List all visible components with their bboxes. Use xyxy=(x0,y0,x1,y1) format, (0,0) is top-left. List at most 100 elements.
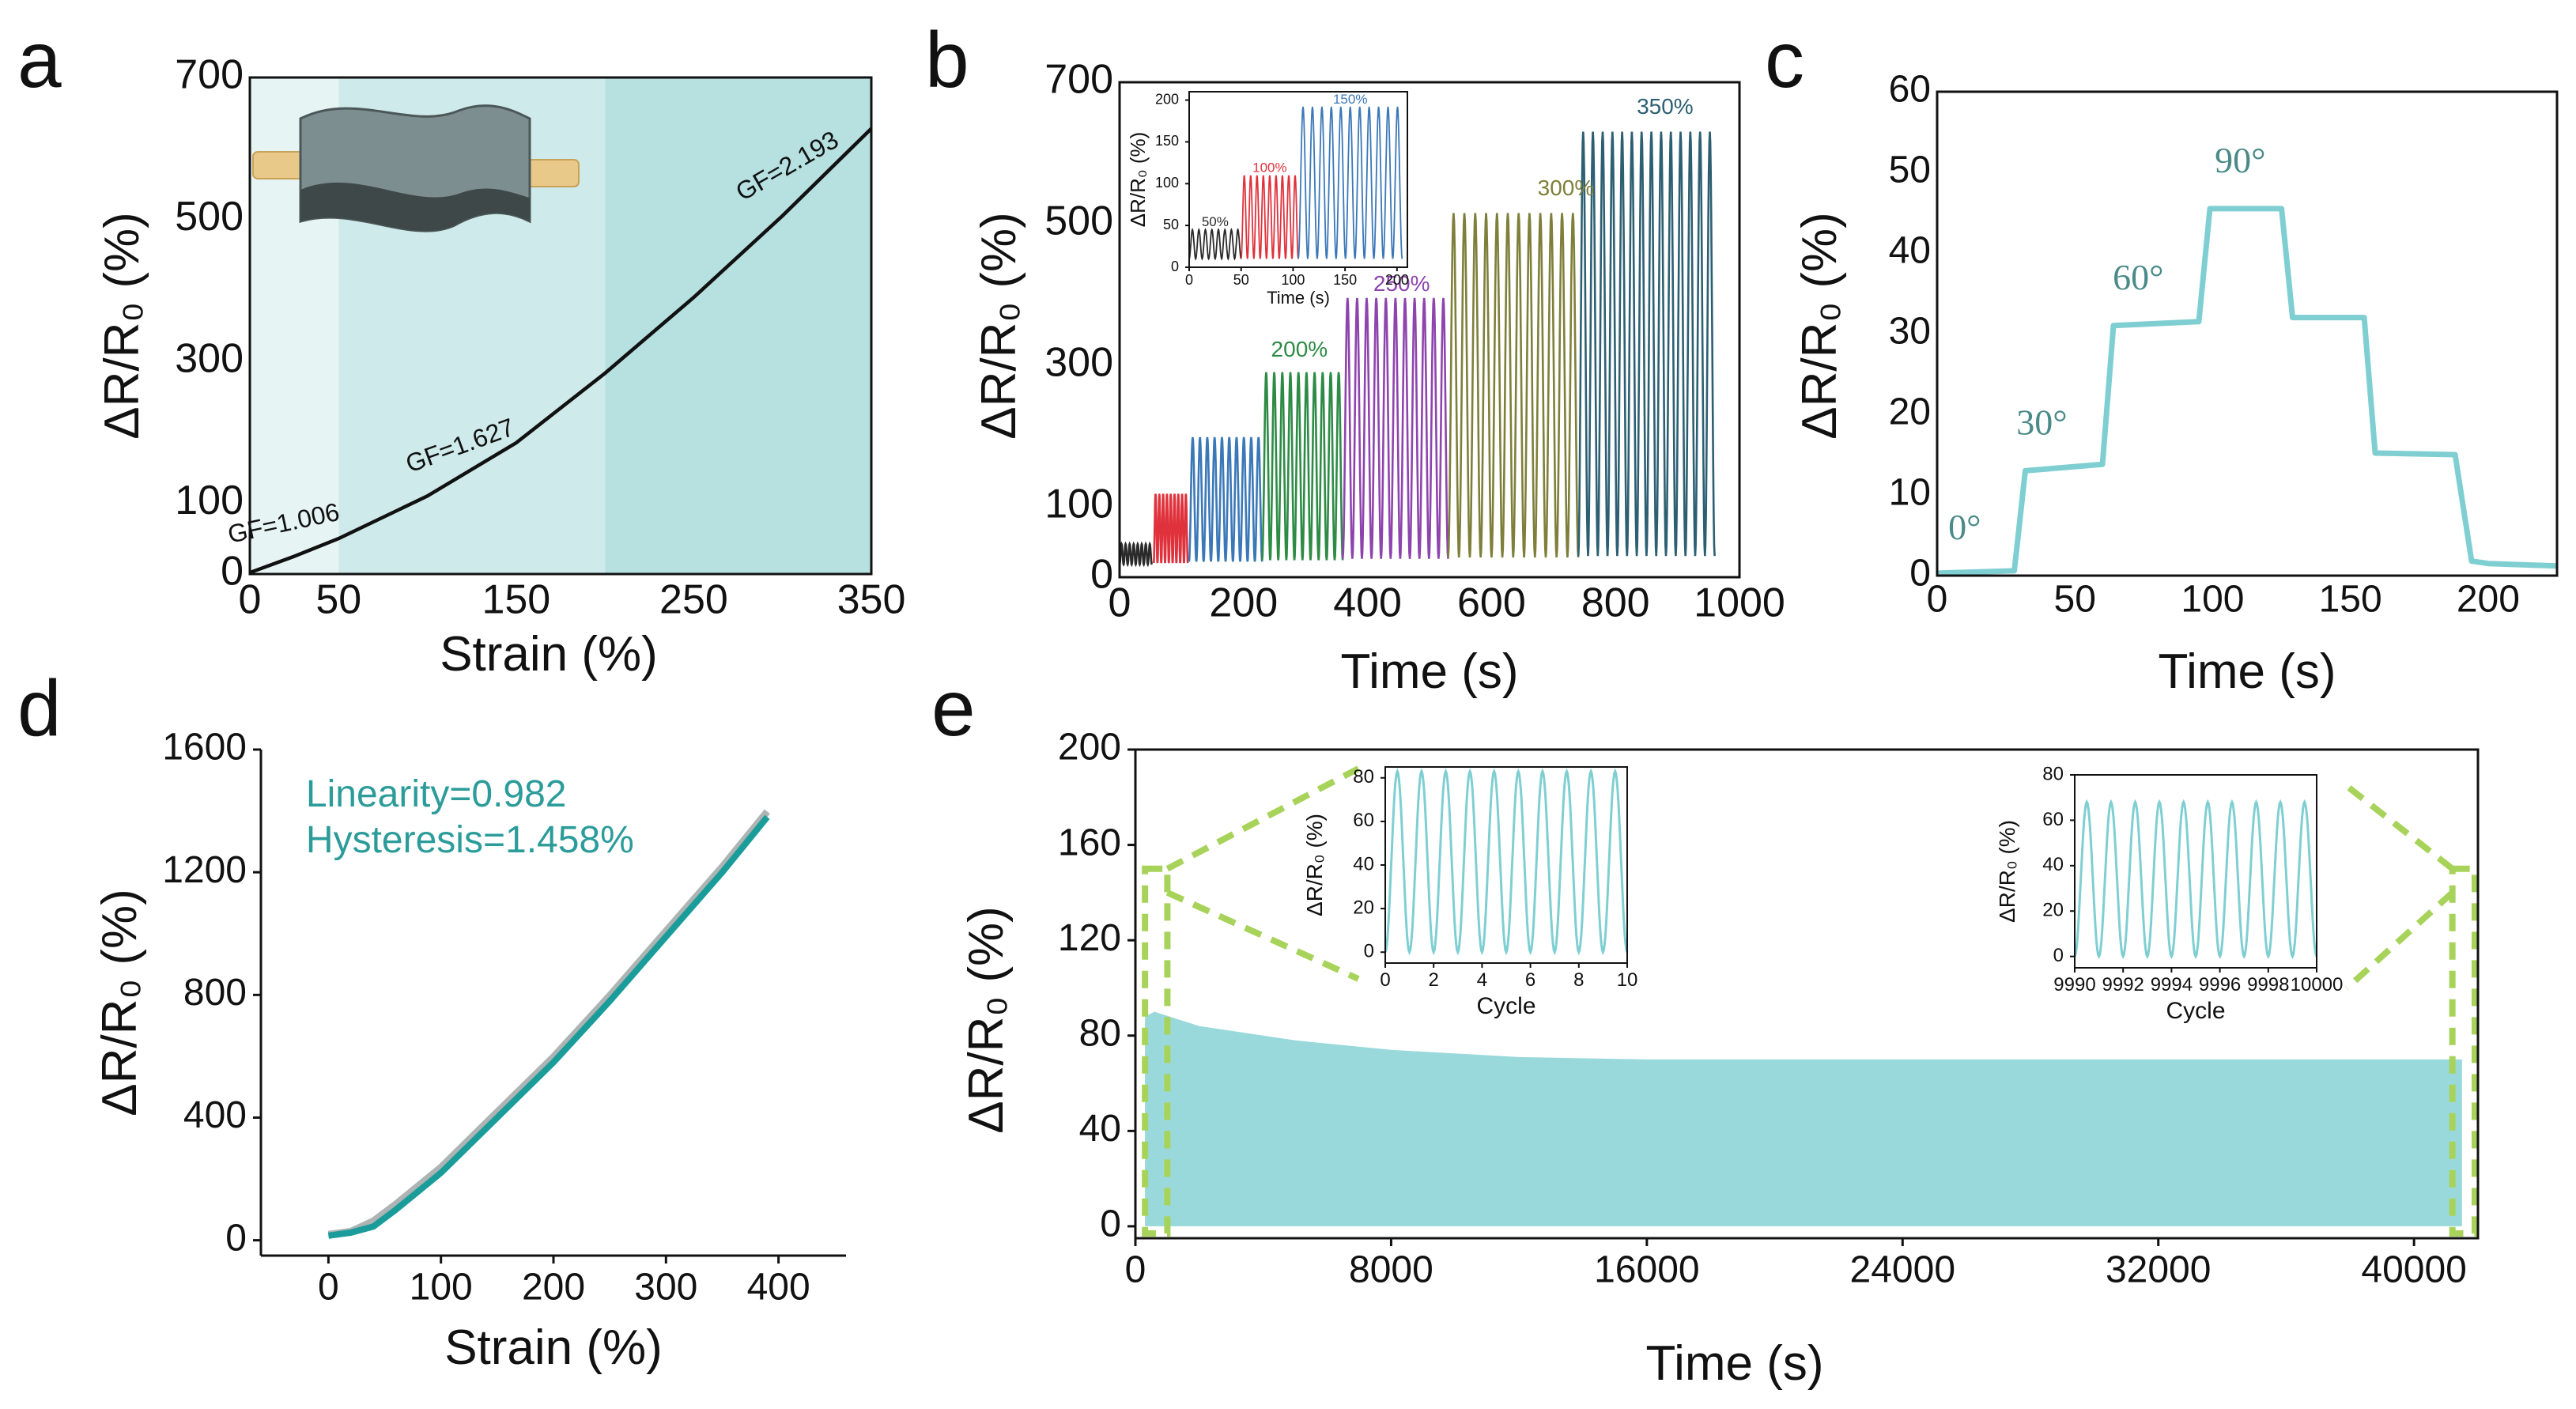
metric-annotation: Linearity=0.982 xyxy=(306,773,567,815)
y-tick-label: 0 xyxy=(1090,552,1113,598)
inset-b: 50% 100% 150% 0 50 100 150 200 0 50 100 150 200 ΔR/R₀… xyxy=(1126,91,1409,308)
panel-a: 0 50 150 250 3500100300500700GF=1.006GF=1.62… xyxy=(17,16,905,682)
inset-x-axis-label: Cycle xyxy=(1476,993,1535,1019)
y-tick-label: 40 xyxy=(2042,854,2064,875)
x-tick-label: 150 xyxy=(482,576,550,622)
signal-band xyxy=(1145,1011,2462,1226)
panel-letter: d xyxy=(17,664,62,753)
y-tick-label: 150 xyxy=(1155,133,1179,149)
y-tick-label: 0 xyxy=(2053,945,2064,966)
y-tick-label: 10 xyxy=(1889,472,1931,514)
inset-bg xyxy=(1385,767,1627,963)
series-label: 200% xyxy=(1271,337,1328,361)
x-tick-label: 200 xyxy=(2457,579,2520,621)
connector-left-bottom xyxy=(1165,890,1360,982)
y-tick-label: 50 xyxy=(1889,149,1931,191)
x-tick-label: 200 xyxy=(522,1267,585,1309)
x-tick-label: 8000 xyxy=(1349,1249,1433,1291)
x-tick-label: 0 xyxy=(318,1267,339,1309)
film-layer xyxy=(300,182,530,232)
inset-series-150% xyxy=(1297,106,1403,259)
axes-frame xyxy=(1936,90,2559,577)
x-tick-label: 800 xyxy=(1581,580,1650,625)
x-tick-label: 4 xyxy=(1477,969,1487,991)
inset-left: 0 2 4 6 8 10 0 20 40 60 80 ΔR/R₀ (%) Cycle xyxy=(1302,766,1637,1019)
x-tick-label: 16000 xyxy=(1594,1249,1699,1291)
x-axis-label: Strain (%) xyxy=(444,1320,663,1375)
panel-letter: e xyxy=(931,664,976,753)
inset-y-axis-label: ΔR/R₀ (%) xyxy=(1126,132,1150,228)
x-tick-label: 9994 xyxy=(2151,974,2193,995)
y-tick-label: 500 xyxy=(1044,198,1113,244)
loading-line xyxy=(327,814,770,1239)
y-axis-label: ΔR/R₀ (%) xyxy=(95,212,149,440)
inset-series-label: 50% xyxy=(1202,214,1229,229)
inset-right: 9990 9992 9994 9996 9998 10000 0 20 40 60 80 ΔR/R₀ … xyxy=(1995,763,2343,1024)
panel-letter: c xyxy=(1765,16,1804,104)
y-axis-label: ΔR/R₀ (%) xyxy=(972,212,1026,440)
unloading-line xyxy=(327,809,770,1238)
axes-frame xyxy=(1134,748,2480,1240)
y-tick-label: 700 xyxy=(175,52,244,98)
series-100% xyxy=(1152,493,1189,564)
inset-y-axis-label: ΔR/R₀ (%) xyxy=(1302,814,1327,916)
y-tick-label: 40 xyxy=(1353,853,1374,874)
y-tick-label: 300 xyxy=(175,336,244,382)
y-tick-label: 60 xyxy=(2042,809,2064,830)
y-tick-label: 700 xyxy=(1044,57,1113,103)
y-axis-label: ΔR/R₀ (%) xyxy=(959,906,1014,1134)
x-tick-label: 9998 xyxy=(2247,974,2289,995)
x-tick-label: 50 xyxy=(315,576,361,622)
x-tick-label: 50 xyxy=(2054,579,2096,621)
data-line xyxy=(249,127,873,575)
y-tick-label: 100 xyxy=(1155,175,1179,191)
angle-annotation: 30° xyxy=(2016,402,2067,443)
x-tick-label: 0 xyxy=(1109,580,1131,625)
x-tick-label: 0 xyxy=(1927,579,1948,621)
y-tick-label: 100 xyxy=(1044,481,1113,527)
y-tick-label: 80 xyxy=(1079,1012,1121,1054)
x-tick-label: 200 xyxy=(1209,580,1278,625)
y-tick-label: 200 xyxy=(1058,727,1121,769)
panel-b: 0 200 400 600 800 10000100300500700350%300%25… xyxy=(925,16,1785,699)
x-tick-label: 9990 xyxy=(2053,974,2095,995)
x-tick-label: 50 xyxy=(1233,272,1249,288)
connector-left-top xyxy=(1165,765,1360,872)
axes-frame xyxy=(1118,81,1741,579)
y-tick-label: 200 xyxy=(1155,91,1179,107)
inset-y-axis-label: ΔR/R₀ (%) xyxy=(1995,820,2019,923)
panel-e: 0 8000 16000 24000 32000 4000004080120160200Δ… xyxy=(931,664,2480,1391)
highlight-box-1 xyxy=(1142,865,1171,1237)
panel-d: 0 100 200 300 400 0 400 800 1200 1600 Linearity=0.… xyxy=(17,664,846,1375)
panel-letter: a xyxy=(17,16,62,104)
x-tick-label: 200 xyxy=(1385,272,1409,288)
inset-series-label: 150% xyxy=(1333,92,1367,107)
y-tick-label: 80 xyxy=(1353,766,1374,788)
y-tick-label: 500 xyxy=(175,194,244,240)
x-tick-label: 2 xyxy=(1429,969,1439,991)
y-tick-label: 20 xyxy=(1889,391,1931,433)
series-150% xyxy=(1188,436,1263,562)
y-tick-label: 0 xyxy=(221,549,244,595)
y-tick-label: 800 xyxy=(183,972,247,1014)
y-tick-label: 0 xyxy=(225,1217,247,1259)
x-tick-label: 350 xyxy=(837,576,906,622)
series-label: 250% xyxy=(1373,271,1430,296)
x-tick-label: 150 xyxy=(2319,579,2382,621)
connector-right-bottom xyxy=(2344,890,2455,991)
x-tick-label: 150 xyxy=(1333,272,1357,288)
inset-signal xyxy=(2073,799,2318,960)
panel-letter: b xyxy=(925,16,969,104)
y-tick-label: 40 xyxy=(1079,1108,1121,1150)
x-tick-label: 32000 xyxy=(2106,1249,2211,1291)
series-200% xyxy=(1261,372,1344,561)
y-tick-label: 300 xyxy=(1044,339,1113,385)
inset-series-50% xyxy=(1188,228,1242,261)
y-tick-label: 100 xyxy=(175,478,244,523)
x-tick-label: 0 xyxy=(239,576,262,622)
y-tick-label: 0 xyxy=(1909,553,1931,595)
x-tick-label: 600 xyxy=(1457,580,1526,625)
series-250% xyxy=(1341,297,1449,559)
x-tick-label: 10000 xyxy=(2291,974,2344,995)
